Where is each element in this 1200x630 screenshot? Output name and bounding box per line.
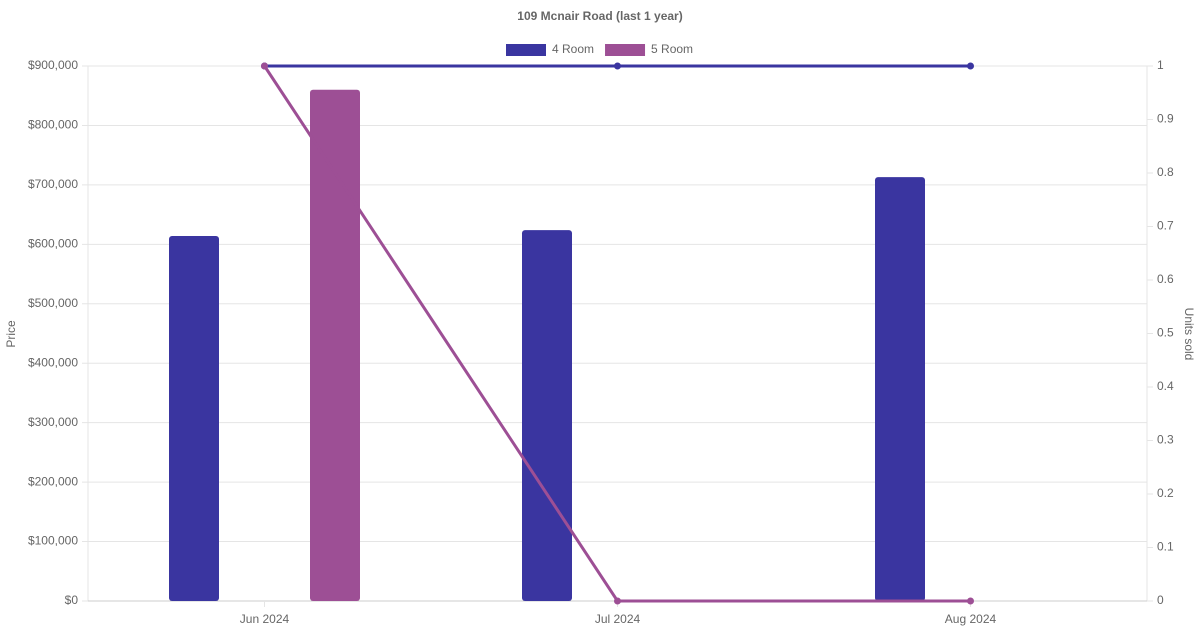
y2-tick-label: 0 [1157, 593, 1164, 607]
units-point [614, 597, 621, 605]
legend-label: 5 Room [651, 42, 693, 56]
y2-tick-label: 1 [1157, 58, 1164, 72]
y-tick-label: $900,000 [28, 58, 78, 72]
units-point [967, 62, 974, 70]
y-tick-label: $300,000 [28, 415, 78, 429]
bar [875, 177, 925, 601]
y2-tick-label: 0.4 [1157, 379, 1174, 393]
y2-tick-label: 0.2 [1157, 486, 1174, 500]
bar [522, 230, 572, 602]
units-point [261, 62, 268, 70]
legend-label: 4 Room [552, 42, 594, 56]
units-line [263, 65, 971, 603]
bar [169, 236, 219, 601]
x-tick-label: Jun 2024 [240, 612, 290, 626]
y2-tick-label: 0.8 [1157, 165, 1174, 179]
units-point [614, 62, 621, 70]
y2-tick-label: 0.6 [1157, 272, 1174, 286]
y-tick-label: $800,000 [28, 118, 78, 132]
units-point [967, 597, 974, 605]
y2-tick-label: 0.5 [1157, 326, 1174, 340]
y-tick-label: $100,000 [28, 534, 78, 548]
y-tick-label: $400,000 [28, 355, 78, 369]
y2-tick-label: 0.7 [1157, 219, 1174, 233]
y2-tick-label: 0.1 [1157, 540, 1174, 554]
legend-swatch [605, 44, 646, 56]
y-axis-title: Price [4, 320, 18, 348]
y-tick-label: $700,000 [28, 177, 78, 191]
y2-tick-label: 0.3 [1157, 433, 1174, 447]
y2-axis-title: Units sold [1182, 308, 1196, 361]
y2-tick-label: 0.9 [1157, 112, 1174, 126]
x-tick-label: Aug 2024 [945, 612, 997, 626]
bar [310, 89, 360, 602]
y-tick-label: $500,000 [28, 296, 78, 310]
y-tick-label: $0 [65, 593, 79, 607]
chart-title: 109 Mcnair Road (last 1 year) [517, 9, 682, 23]
y-tick-label: $600,000 [28, 237, 78, 251]
y-tick-label: $200,000 [28, 474, 78, 488]
x-tick-label: Jul 2024 [595, 612, 641, 626]
legend-swatch [506, 44, 546, 56]
